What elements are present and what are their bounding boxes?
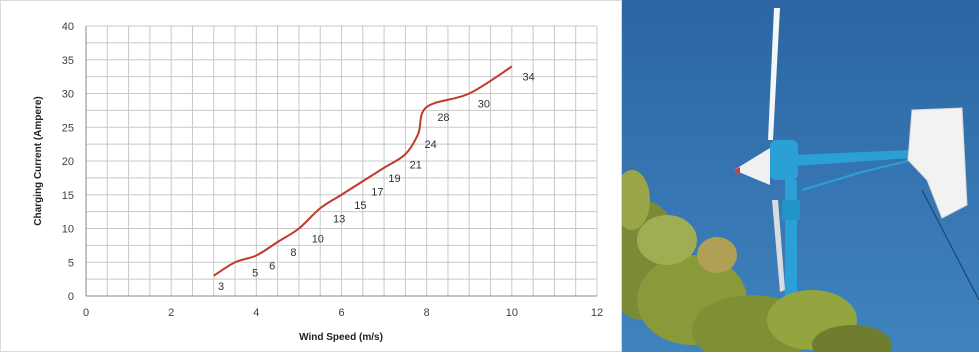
- series-line: [213, 65, 513, 277]
- y-tick-label: 20: [62, 156, 74, 168]
- data-label: 21: [410, 159, 422, 171]
- nose-cone: [734, 148, 770, 185]
- tail-fin: [907, 107, 968, 219]
- guy-wire: [921, 189, 979, 301]
- data-label: 28: [437, 112, 449, 124]
- data-label: 10: [312, 234, 324, 246]
- data-label: 6: [269, 261, 275, 273]
- x-tick-label: 6: [338, 307, 344, 319]
- x-tick-label: 4: [253, 307, 259, 319]
- y-tick-label: 10: [62, 224, 74, 236]
- x-tick-label: 8: [424, 307, 430, 319]
- x-tick-label: 2: [168, 307, 174, 319]
- grid: [85, 25, 598, 297]
- x-tick-label: 0: [83, 307, 89, 319]
- foliage: [622, 170, 892, 352]
- y-tick-label: 30: [62, 89, 74, 101]
- turbine-blade: [768, 8, 780, 140]
- y-tick-label: 25: [62, 122, 74, 134]
- turbine-blade-lower: [772, 200, 785, 292]
- wind-turbine-image: [622, 0, 979, 352]
- tail-brace: [801, 159, 913, 191]
- tail-boom: [794, 150, 912, 166]
- y-tick-label: 40: [62, 21, 74, 33]
- wind-turbine-photo: [622, 0, 979, 352]
- data-label: 13: [333, 213, 345, 225]
- y-tick-label: 35: [62, 55, 74, 67]
- data-label: 24: [425, 139, 437, 151]
- pole-base: [782, 200, 800, 220]
- x-axis-title: Wind Speed (m/s): [299, 332, 383, 343]
- axes: [85, 26, 597, 297]
- data-label: 30: [478, 99, 490, 111]
- data-label: 19: [388, 173, 400, 185]
- y-tick-label: 0: [68, 291, 74, 303]
- series: [213, 65, 513, 277]
- data-label: 17: [371, 186, 383, 198]
- data-label: 3: [218, 281, 224, 293]
- generator-body: [770, 140, 798, 180]
- data-label: 15: [354, 200, 366, 212]
- data-label: 34: [522, 72, 534, 84]
- data-label: 8: [290, 247, 296, 259]
- x-tick-label: 10: [506, 307, 518, 319]
- y-tick-label: 5: [68, 257, 74, 269]
- y-tick-label: 15: [62, 190, 74, 202]
- x-tick-label: 12: [591, 307, 603, 319]
- chart-panel: 0 2 4 6 8 10 12 0 5 10 15 20 25 30 35 40 3 5 6 8 10 13 15 17 19…: [0, 0, 622, 352]
- data-label: 5: [252, 267, 258, 279]
- nose-tip: [734, 167, 740, 176]
- y-axis-title: Charging Current (Ampere): [33, 96, 44, 225]
